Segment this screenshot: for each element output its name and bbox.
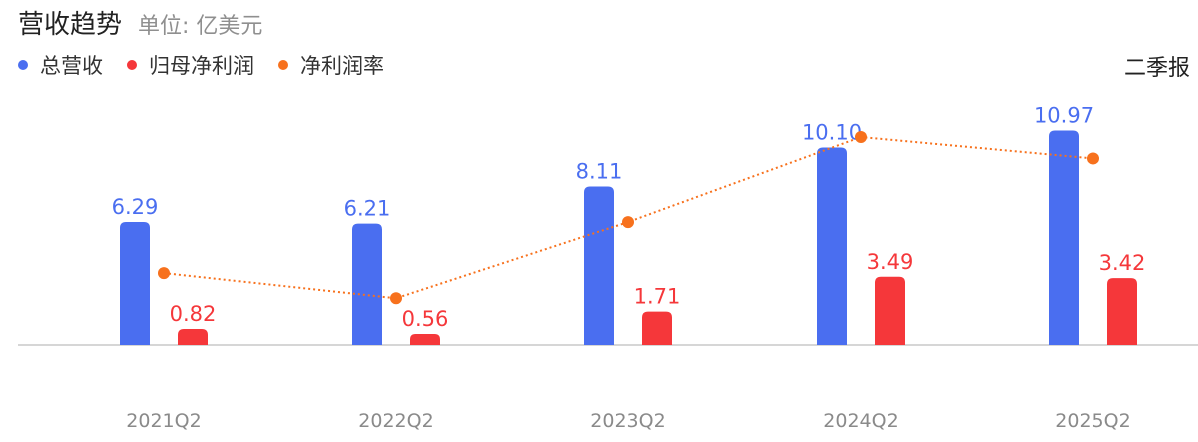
x-tick-label: 2024Q2 — [823, 410, 898, 432]
net-profit-value-label: 0.82 — [170, 302, 217, 326]
chart-header: 营收趋势 单位: 亿美元 — [18, 4, 262, 44]
legend-label-net-profit: 归母净利润 — [149, 54, 254, 78]
net-profit-bar — [875, 276, 905, 345]
legend-label-net-margin: 净利润率 — [300, 54, 384, 78]
net-margin-point — [855, 131, 867, 144]
period-selector[interactable]: 二季报 — [1123, 56, 1190, 81]
x-tick-label: 2025Q2 — [1055, 410, 1130, 432]
net-margin-point — [158, 267, 170, 280]
revenue-bar — [352, 223, 382, 345]
net-margin-line — [163, 136, 1094, 300]
net-profit-value-label: 3.42 — [1099, 251, 1146, 275]
legend-item-net-margin[interactable]: 净利润率 — [278, 50, 384, 80]
net-profit-value-label: 0.56 — [402, 307, 449, 331]
revenue-bar — [817, 147, 847, 345]
x-tick-label: 2021Q2 — [126, 410, 201, 432]
revenue-value-label: 10.97 — [1034, 104, 1094, 128]
net-profit-value-label: 3.49 — [867, 250, 914, 274]
revenue-bar — [584, 186, 614, 345]
net-profit-bar — [642, 311, 672, 345]
unit-label: 单位: 亿美元 — [138, 14, 263, 39]
net-margin-point — [390, 292, 402, 305]
legend-item-net-profit[interactable]: 归母净利润 — [127, 50, 254, 80]
net-profit-bar — [1107, 278, 1137, 345]
x-tick-label: 2022Q2 — [358, 410, 433, 432]
x-tick-label: 2023Q2 — [590, 410, 665, 432]
net-profit-bar — [410, 334, 440, 345]
net-profit-value-label: 1.71 — [634, 285, 681, 309]
revenue-value-label: 6.29 — [112, 195, 159, 219]
legend-dot-net-margin — [278, 60, 288, 70]
revenue-bar — [120, 222, 150, 345]
legend: 总营收 归母净利润 净利润率 — [18, 50, 384, 80]
net-margin-point — [1087, 152, 1099, 165]
net-profit-bar — [178, 328, 208, 345]
net-margin-point — [622, 216, 634, 229]
legend-label-revenue: 总营收 — [40, 54, 103, 78]
chart-title: 营收趋势 — [18, 10, 123, 40]
legend-dot-net-profit — [127, 60, 137, 70]
legend-dot-revenue — [18, 60, 28, 70]
revenue-value-label: 6.21 — [344, 197, 391, 221]
revenue-value-label: 8.11 — [576, 159, 623, 183]
revenue-bar — [1049, 130, 1079, 345]
legend-item-revenue[interactable]: 总营收 — [18, 50, 103, 80]
